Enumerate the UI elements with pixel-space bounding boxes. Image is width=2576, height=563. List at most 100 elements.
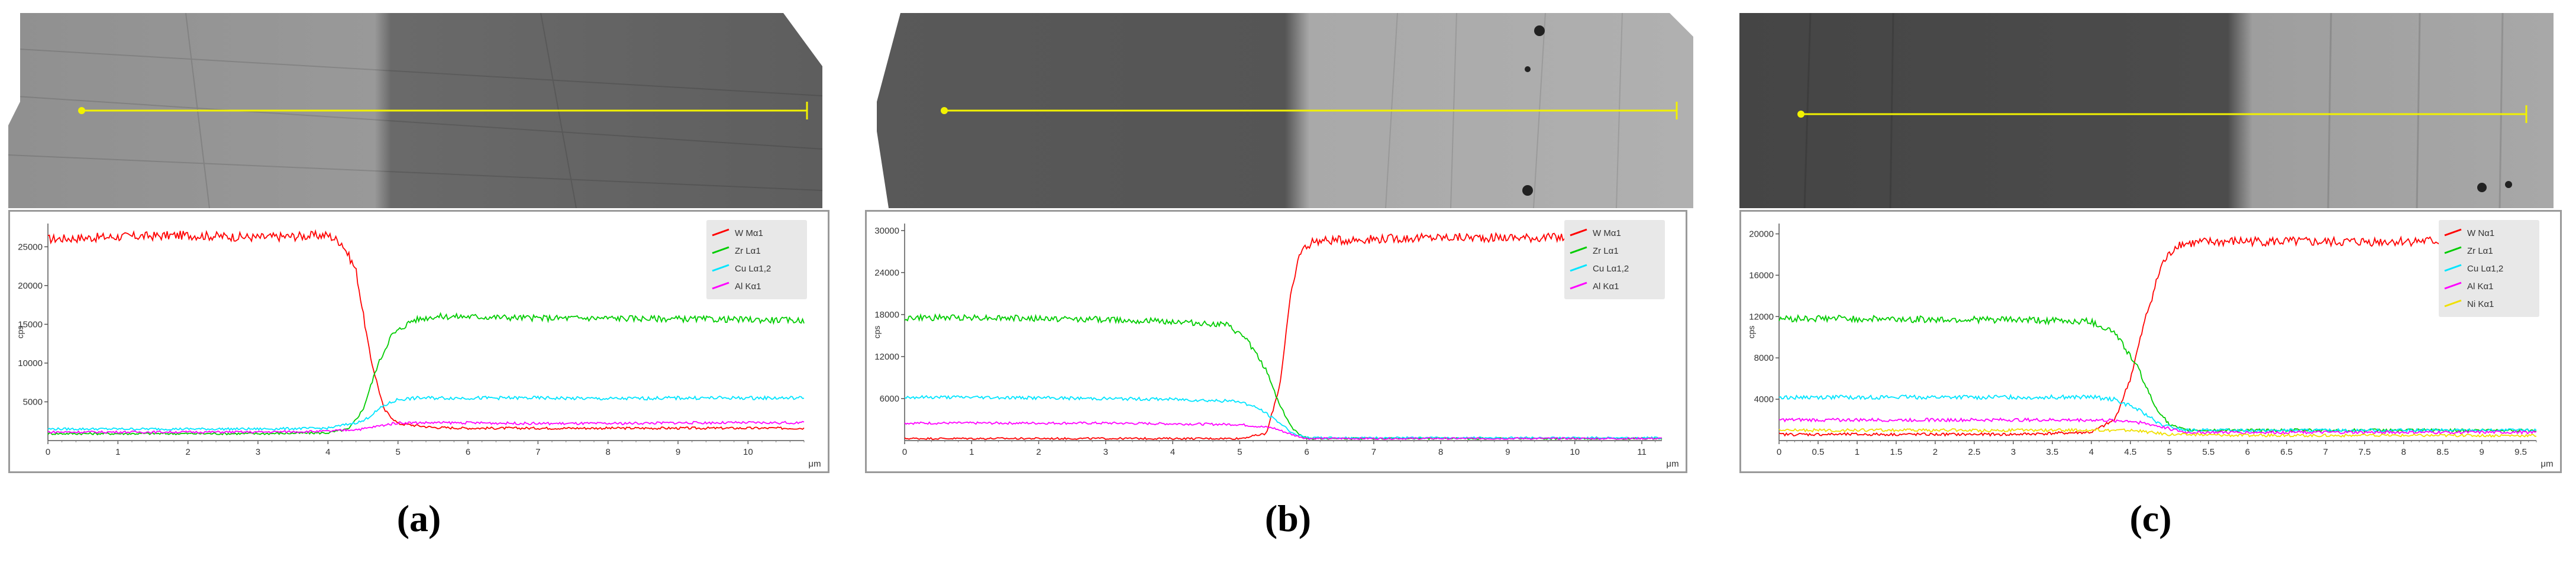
series-line [1778, 314, 2537, 433]
y-axis-label: cps [1747, 326, 1756, 339]
series-line [47, 395, 805, 431]
legend-swatch [2444, 299, 2462, 308]
panel-a: cps 5000 10000 15000 20000 25000 0 1 2 3 4 5 6 7 8 9 10 μ… [0, 0, 829, 563]
legend-swatch [2444, 264, 2462, 272]
x-tick-label: 0 [902, 447, 907, 457]
legend-swatch [712, 246, 729, 254]
x-axis-label: μm [1666, 459, 1678, 469]
series-line [1778, 417, 2537, 435]
legend-swatch [2444, 228, 2462, 237]
y-tick-label: 15000 [18, 319, 43, 329]
legend-swatch [1570, 282, 1587, 290]
x-tick-label: 5 [1237, 447, 1242, 457]
caption-c: (c) [2129, 497, 2172, 539]
legend-label: W Nα1 [2467, 228, 2494, 238]
sem-image-b [877, 13, 1693, 208]
x-tick-label: 4 [325, 447, 330, 457]
x-tick-label: 4.5 [2124, 447, 2136, 457]
profile-chart-c: cps 4000 8000 12000 16000 20000 0 0.5 1 1.5 2 2.5 3 3… [1747, 220, 2554, 469]
x-tick-label: 7.5 [2358, 447, 2371, 457]
x-tick-label: 9 [676, 447, 680, 457]
profile-plot-c: cps 4000 8000 12000 16000 20000 0 0.5 1 1.5 2 2.5 3 3… [1739, 210, 2562, 473]
series-line [1778, 428, 2536, 438]
x-tick-label: 2 [185, 447, 190, 457]
y-tick-label: 25000 [18, 242, 43, 252]
series-line [1778, 393, 2537, 433]
legend [706, 220, 807, 299]
scan-start-marker-a [78, 107, 85, 114]
scan-start-marker-b [941, 107, 948, 114]
x-tick-label: 6 [466, 447, 470, 457]
scan-start-marker-c [1797, 111, 1805, 118]
x-tick-label: 5 [2167, 447, 2172, 457]
x-tick-label: 0.5 [1812, 447, 1825, 457]
x-tick-label: 8 [605, 447, 610, 457]
legend-label: Cu Lα1,2 [2467, 264, 2503, 274]
x-tick-label: 0 [1777, 447, 1781, 457]
x-tick-label: 1 [115, 447, 120, 457]
series-line [904, 231, 1663, 441]
legend-swatch [712, 228, 729, 237]
y-tick-label: 18000 [874, 310, 899, 320]
legend-label: Al Kα1 [735, 282, 761, 292]
legend-swatch [712, 282, 729, 290]
y-tick-label: 10000 [18, 358, 43, 368]
legend [2439, 220, 2539, 317]
x-tick-label: 10 [743, 447, 753, 457]
x-tick-label: 8 [2401, 447, 2406, 457]
profile-chart-b: cps 6000 12000 18000 24000 30000 0 1 2 3 4 5 6 7 8 9 10 1… [872, 220, 1679, 469]
x-tick-label: 3 [2011, 447, 2016, 457]
x-tick-label: 2 [1933, 447, 1938, 457]
x-tick-label: 4 [2089, 447, 2094, 457]
legend-label: Cu Lα1,2 [735, 264, 771, 274]
x-tick-label: 3.5 [2046, 447, 2058, 457]
x-tick-label: 7 [1371, 447, 1376, 457]
legend-label: W Mα1 [735, 228, 763, 238]
x-tick-label: 10 [1570, 447, 1580, 457]
x-tick-label: 9.5 [2514, 447, 2527, 457]
panel-b: cps 6000 12000 18000 24000 30000 0 1 2 3 4 5 6 7 8 9 10 1… [865, 0, 1693, 563]
y-tick-label: 6000 [880, 394, 899, 404]
x-tick-label: 3 [1103, 447, 1108, 457]
series-line [904, 421, 1663, 441]
x-tick-label: 6.5 [2280, 447, 2293, 457]
x-axis-label: μm [808, 459, 821, 469]
y-axis-label: cps [15, 326, 25, 339]
profile-chart-a: cps 5000 10000 15000 20000 25000 0 1 2 3 4 5 6 7 8 9 10 μ… [15, 220, 821, 469]
legend-label: Zr Lα1 [735, 246, 761, 256]
y-tick-label: 20000 [1749, 229, 1774, 239]
x-tick-label: 8.5 [2436, 447, 2449, 457]
legend-swatch [1570, 246, 1587, 254]
x-tick-label: 8 [1438, 447, 1443, 457]
x-tick-label: 9 [2479, 447, 2484, 457]
series-line [904, 313, 1663, 441]
legend-label: W Mα1 [1593, 228, 1621, 238]
y-tick-label: 8000 [1754, 353, 1774, 363]
y-tick-label: 30000 [874, 226, 899, 236]
legend-label: Al Kα1 [2467, 282, 2494, 292]
y-tick-label: 24000 [874, 268, 899, 278]
sem-image-a [8, 13, 822, 208]
x-tick-label: 6 [2245, 447, 2250, 457]
series-line [47, 420, 805, 434]
panel-c: cps 4000 8000 12000 16000 20000 0 0.5 1 1.5 2 2.5 3 3… [1739, 0, 2562, 563]
x-tick-label: 5.5 [2202, 447, 2215, 457]
x-axis-label: μm [2541, 459, 2553, 469]
legend-swatch [2444, 282, 2462, 290]
x-tick-label: 1 [1855, 447, 1860, 457]
x-tick-label: 9 [1505, 447, 1510, 457]
x-tick-label: 1 [969, 447, 974, 457]
legend-swatch [712, 264, 729, 272]
legend-label: Zr Lα1 [1593, 246, 1619, 256]
legend-swatch [1570, 228, 1587, 237]
x-tick-label: 11 [1637, 447, 1647, 457]
legend [1564, 220, 1665, 299]
y-tick-label: 12000 [874, 352, 899, 362]
legend-swatch [1570, 264, 1587, 272]
x-tick-label: 6 [1304, 447, 1309, 457]
profile-plot-b: cps 6000 12000 18000 24000 30000 0 1 2 3 4 5 6 7 8 9 10 1… [865, 210, 1687, 473]
x-tick-label: 7 [2323, 447, 2328, 457]
x-tick-label: 7 [535, 447, 540, 457]
y-tick-label: 5000 [23, 397, 43, 407]
x-tick-label: 5 [395, 447, 400, 457]
